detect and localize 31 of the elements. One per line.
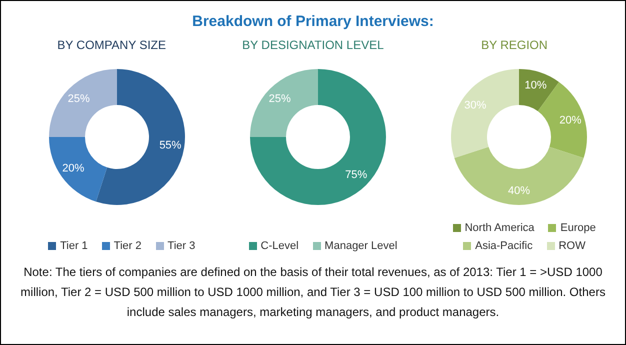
donut-slice	[96, 69, 185, 205]
donut-slice	[48, 137, 107, 202]
legend-label: Asia-Pacific	[474, 239, 533, 254]
data-label: 75%	[345, 169, 368, 182]
data-label: 40%	[508, 185, 531, 197]
legend-label: ROW	[558, 239, 586, 254]
donut-slice	[48, 69, 117, 137]
donut-slice	[250, 69, 386, 205]
data-label: 20%	[560, 114, 582, 126]
legend-label: Manager Level	[324, 239, 398, 254]
legend-label: Tier 2	[112, 239, 142, 254]
data-label: 30%	[464, 99, 487, 112]
legend-label: Tier 1	[59, 239, 88, 254]
chart-title: BY DESIGNATION LEVEL	[241, 38, 385, 54]
text: Note: The tiers of companies are defined on the basis of their total revenues, as of 2013: Tier 1 = >USD 1000 million, Tier 2 = USD 500 million to USD 1000 million, and Tier 3 = USD 100 million to USD 500 million. Others include sales managers, marketing managers, and product managers.	[20, 264, 606, 321]
data-label: 10%	[524, 80, 548, 92]
chart-title: BY REGION	[480, 38, 549, 54]
legend-label: North America	[464, 221, 534, 236]
data-label: 20%	[62, 162, 84, 175]
donut-slice	[519, 69, 560, 112]
data-label: 55%	[158, 139, 182, 152]
text: Breakdown of Primary Interviews:	[191, 12, 435, 32]
legend-label: Europe	[559, 221, 596, 236]
donut-slice	[250, 69, 318, 137]
donut-slice	[451, 69, 520, 158]
legend-label: Tier 3	[166, 239, 196, 254]
data-label: 25%	[268, 92, 292, 105]
donut-slice	[454, 146, 584, 205]
legend-label: C-Level	[260, 239, 299, 254]
data-label: 25%	[67, 92, 90, 105]
chart-title: BY COMPANY SIZE	[56, 38, 167, 54]
